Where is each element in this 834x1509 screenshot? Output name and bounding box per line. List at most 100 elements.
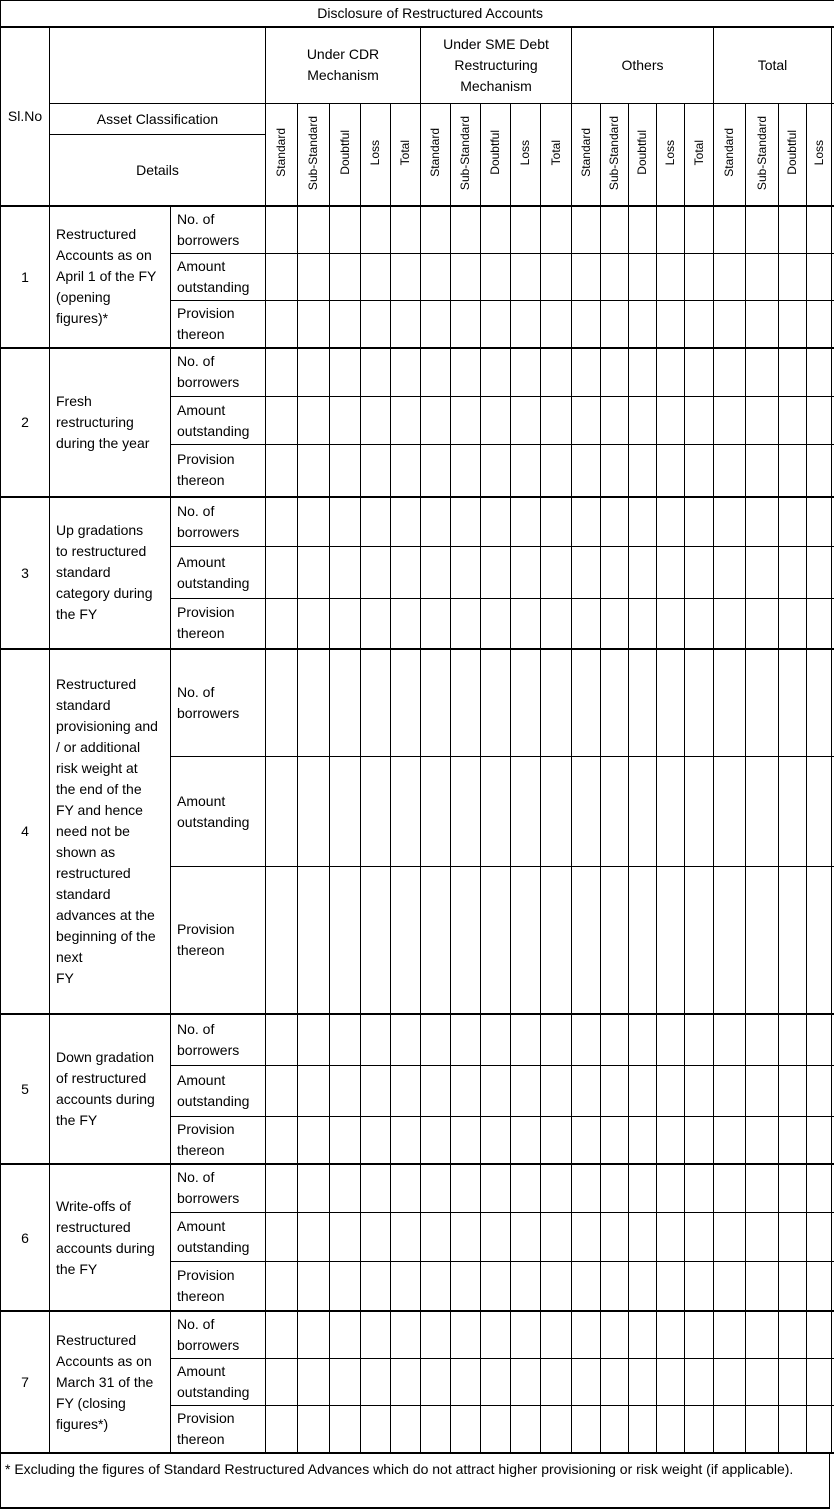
data-cell	[511, 1117, 541, 1165]
data-cell	[330, 599, 361, 649]
data-cell	[601, 757, 629, 867]
data-cell	[714, 348, 746, 397]
data-cell	[807, 300, 832, 348]
data-cell	[685, 1261, 714, 1311]
data-cell	[657, 1164, 685, 1212]
data-cell	[714, 867, 746, 1014]
data-cell	[391, 547, 421, 599]
data-cell	[451, 397, 481, 445]
col-header-total-doubtful: Doubtful	[779, 104, 807, 206]
data-cell	[298, 348, 330, 397]
col-header-label: Doubtful	[489, 130, 502, 175]
col-header-cdr-total: Total	[391, 104, 421, 206]
header-spacer-cell	[50, 27, 266, 104]
data-cell	[779, 1406, 807, 1454]
data-cell	[330, 397, 361, 445]
data-cell	[657, 497, 685, 547]
row-detail: Provision thereon	[171, 1406, 266, 1454]
data-cell	[330, 1066, 361, 1117]
data-cell	[266, 1117, 298, 1165]
data-cell	[541, 1406, 572, 1454]
data-cell	[451, 1212, 481, 1261]
data-cell	[481, 1311, 511, 1359]
data-cell	[266, 1066, 298, 1117]
data-cell	[601, 1311, 629, 1359]
data-cell	[572, 1359, 601, 1406]
data-cell	[779, 497, 807, 547]
data-cell	[629, 1117, 657, 1165]
data-cell	[361, 1261, 391, 1311]
data-cell	[298, 547, 330, 599]
data-cell	[266, 547, 298, 599]
data-cell	[330, 1117, 361, 1165]
data-cell	[511, 206, 541, 254]
data-cell	[601, 1261, 629, 1311]
data-cell	[391, 445, 421, 497]
data-cell	[481, 1212, 511, 1261]
data-cell	[511, 1406, 541, 1454]
data-cell	[807, 867, 832, 1014]
data-cell	[807, 1359, 832, 1406]
data-cell	[361, 867, 391, 1014]
data-cell	[451, 1117, 481, 1165]
data-cell	[779, 1212, 807, 1261]
data-cell	[541, 348, 572, 397]
data-cell	[685, 1066, 714, 1117]
data-cell	[361, 397, 391, 445]
data-cell	[685, 757, 714, 867]
data-cell	[714, 599, 746, 649]
data-cell	[451, 599, 481, 649]
data-cell	[629, 867, 657, 1014]
row-detail: Provision thereon	[171, 445, 266, 497]
data-cell	[481, 497, 511, 547]
data-cell	[298, 1406, 330, 1454]
data-cell	[629, 300, 657, 348]
data-cell	[361, 253, 391, 300]
data-cell	[629, 1066, 657, 1117]
data-cell	[657, 867, 685, 1014]
data-cell	[361, 445, 391, 497]
data-cell	[298, 1014, 330, 1066]
data-cell	[451, 547, 481, 599]
data-cell	[511, 547, 541, 599]
data-cell	[481, 1066, 511, 1117]
row-number: 7	[1, 1311, 50, 1453]
data-cell	[657, 1066, 685, 1117]
data-cell	[391, 757, 421, 867]
row-label: Fresh restructuring during the year	[50, 348, 171, 497]
data-cell	[714, 1164, 746, 1212]
data-cell	[572, 1261, 601, 1311]
col-header-label: Standard	[723, 128, 736, 177]
data-cell	[685, 867, 714, 1014]
restructured-accounts-table: Disclosure of Restructured Accounts Sl.N…	[0, 0, 834, 1454]
data-cell	[714, 497, 746, 547]
col-header-label: Standard	[275, 128, 288, 177]
col-header-asset-classification: Asset Classification	[50, 104, 266, 135]
data-cell	[330, 300, 361, 348]
data-cell	[685, 649, 714, 757]
data-cell	[601, 445, 629, 497]
data-cell	[421, 1311, 451, 1359]
col-header-details: Details	[50, 135, 266, 206]
data-cell	[685, 1212, 714, 1261]
data-cell	[481, 599, 511, 649]
data-cell	[266, 757, 298, 867]
data-cell	[266, 867, 298, 1014]
data-cell	[601, 300, 629, 348]
data-cell	[657, 206, 685, 254]
data-cell	[391, 1164, 421, 1212]
col-header-label: Total	[550, 140, 563, 165]
data-cell	[657, 599, 685, 649]
col-header-cdr-doubtful: Doubtful	[330, 104, 361, 206]
data-cell	[481, 649, 511, 757]
data-cell	[714, 1117, 746, 1165]
data-cell	[361, 300, 391, 348]
data-cell	[714, 300, 746, 348]
data-cell	[807, 206, 832, 254]
data-cell	[511, 348, 541, 397]
data-cell	[391, 599, 421, 649]
data-cell	[421, 1359, 451, 1406]
data-cell	[629, 1311, 657, 1359]
data-cell	[714, 253, 746, 300]
